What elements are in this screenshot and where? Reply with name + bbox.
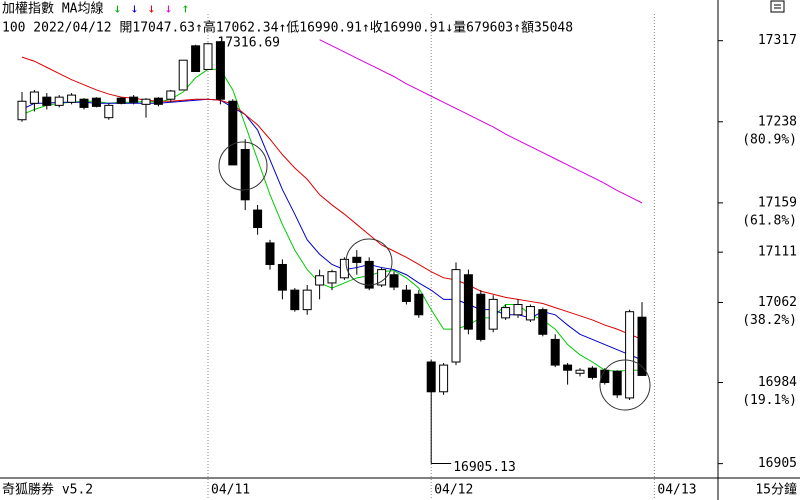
- candle-body: [104, 104, 114, 119]
- chart-title: 加權指數 MA均線: [2, 1, 103, 17]
- candle-body: [129, 96, 139, 103]
- y-tick-label: 17317: [758, 33, 797, 48]
- candle-body: [178, 59, 188, 91]
- candle-body: [116, 97, 126, 104]
- candle-body: [389, 274, 399, 288]
- candle-body: [364, 260, 374, 289]
- y-tick-label: 16905: [758, 456, 797, 471]
- candle-body: [42, 96, 52, 106]
- footer-left: 奇狐勝券 v5.2: [2, 482, 93, 498]
- candle-body: [563, 364, 573, 371]
- candle-body: [253, 209, 263, 229]
- candle-body: [476, 293, 486, 340]
- candle-body: [439, 364, 449, 393]
- candle-body: [141, 98, 151, 105]
- window-icon[interactable]: [770, 0, 785, 13]
- y-tick-label: 17062: [758, 295, 797, 310]
- fib-label: (61.8%): [742, 213, 797, 228]
- candle-body: [153, 97, 163, 105]
- candle-body: [302, 289, 312, 311]
- candle-body: [488, 298, 498, 330]
- candle-body: [203, 43, 213, 70]
- x-tick-label: 04/11: [211, 483, 250, 498]
- candle-body: [587, 367, 597, 378]
- candle-body: [67, 94, 77, 103]
- candle-body: [352, 256, 362, 263]
- candle-body: [277, 263, 287, 291]
- candle-body: [575, 369, 585, 374]
- candle-body: [426, 361, 436, 393]
- ma-arrow: ↓: [113, 2, 121, 17]
- candle-body: [166, 90, 176, 100]
- candle-body: [191, 45, 201, 72]
- candle-body: [538, 309, 548, 335]
- candle-body: [612, 370, 622, 396]
- candle-body: [240, 149, 250, 201]
- candle-body: [625, 311, 635, 399]
- footer-right: 15分鐘: [755, 482, 797, 498]
- candle-body: [637, 316, 647, 376]
- ma-line: [319, 39, 643, 204]
- candle-body: [17, 100, 27, 121]
- highlight-circle: [218, 141, 268, 191]
- info-line: 100 2022/04/12 開17047.63↑高17062.34↑低1699…: [2, 20, 573, 36]
- candle-body: [550, 338, 560, 366]
- ma-line: [21, 56, 643, 340]
- ma-arrow: ↓: [130, 2, 138, 17]
- fib-label: (38.2%): [742, 313, 797, 328]
- candle-body: [463, 274, 473, 330]
- high-annotation: 17316.69: [217, 36, 280, 51]
- candle-body: [501, 307, 511, 319]
- x-tick-label: 04/13: [657, 483, 696, 498]
- highlight-circle: [599, 359, 651, 411]
- y-tick-label: 17238: [758, 114, 797, 129]
- candle-body: [401, 289, 411, 302]
- candle-body: [265, 242, 275, 265]
- candle-body: [414, 293, 424, 316]
- candle-body: [54, 96, 64, 106]
- ma-arrow: ↓: [147, 2, 155, 17]
- candle-body: [215, 41, 225, 100]
- x-tick-label: 04/12: [434, 483, 473, 498]
- candle-body: [513, 304, 523, 316]
- fib-label: (19.1%): [742, 393, 797, 408]
- candle-body: [290, 289, 300, 311]
- low-annotation: 16905.13: [453, 460, 516, 475]
- candle-body: [79, 98, 89, 108]
- candle-body: [91, 97, 101, 107]
- candle-body: [315, 275, 325, 286]
- header: 加權指數 MA均線 100 2022/04/12 開17047.63↑高1706…: [2, 1, 573, 36]
- highlight-circle: [345, 238, 393, 286]
- candle-body: [228, 100, 238, 166]
- candle-body: [327, 271, 337, 284]
- fib-label: (80.9%): [742, 132, 797, 147]
- candle-body: [339, 258, 349, 279]
- ma-arrow: ↑: [181, 2, 189, 17]
- candle-body: [451, 269, 461, 363]
- candle-body: [29, 91, 39, 104]
- ma-arrow: ↓: [164, 2, 172, 17]
- candle-body: [525, 306, 535, 321]
- y-tick-label: 17159: [758, 195, 797, 210]
- y-tick-label: 16984: [758, 375, 797, 390]
- y-tick-label: 17111: [758, 245, 797, 260]
